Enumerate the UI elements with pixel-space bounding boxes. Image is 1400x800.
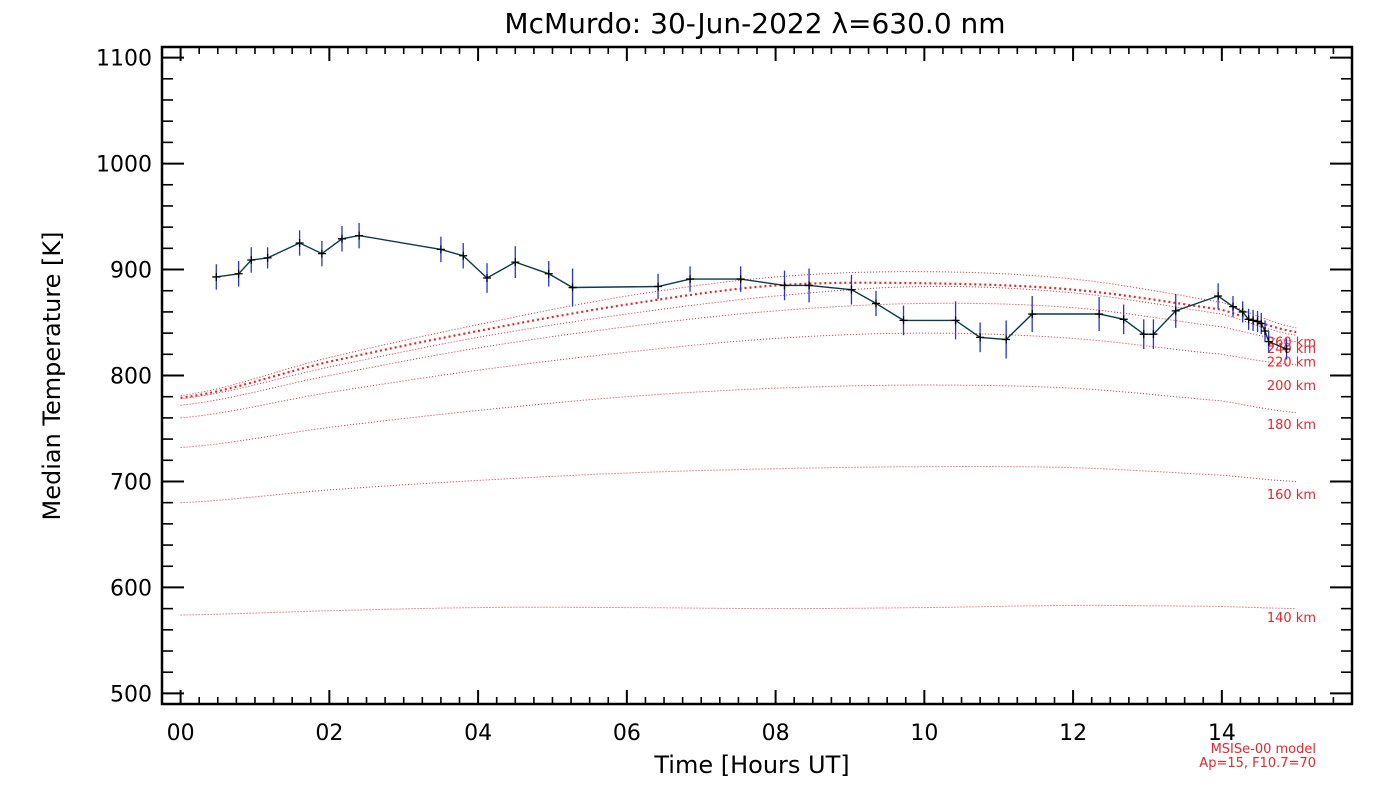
data-point (234, 269, 243, 278)
data-point (1238, 307, 1247, 316)
model-curve-label: 260 km (1267, 336, 1316, 351)
data-point (1149, 330, 1158, 339)
data-point (976, 333, 985, 342)
data-point (1095, 310, 1104, 319)
model-curve-label: 180 km (1267, 418, 1316, 433)
data-point (317, 249, 326, 258)
data-point (686, 275, 695, 284)
data-point (1214, 292, 1223, 301)
y-axis-label: Median Temperature [K] (38, 231, 66, 520)
model-curve (180, 281, 1297, 399)
model-curve (180, 271, 1297, 397)
data-series (212, 222, 1291, 360)
data-point (355, 231, 364, 240)
data-line (216, 234, 1287, 350)
data-point (872, 299, 880, 308)
data-point (295, 239, 304, 248)
x-tick-label: 14 (1208, 721, 1236, 746)
chart-title: McMurdo: 30-Jun-2022 λ=630.0 nm (504, 7, 1005, 40)
model-curve (180, 604, 1297, 616)
y-tick-label: 900 (110, 259, 152, 284)
data-point (1257, 319, 1266, 328)
data-point (736, 275, 745, 284)
data-point (212, 272, 221, 281)
axis-ticks: 00 02 04 06 08 10 12 14 500 600 700 800 900 1000 1100 (96, 47, 1353, 746)
data-point (483, 274, 492, 283)
data-point (1002, 335, 1011, 344)
y-tick-label: 600 (110, 576, 152, 601)
data-point (1253, 317, 1262, 326)
x-tick-label: 10 (910, 721, 938, 746)
data-point (805, 281, 814, 290)
data-point (436, 245, 445, 254)
data-point (847, 285, 856, 294)
data-point (1260, 326, 1269, 335)
x-tick-label: 02 (315, 721, 343, 746)
model-curve-label: 140 km (1267, 611, 1316, 626)
model-curve (180, 332, 1297, 419)
y-tick-label: 1000 (96, 153, 152, 178)
data-point (1264, 337, 1273, 346)
y-tick-label: 800 (110, 365, 152, 390)
data-point (511, 258, 520, 267)
data-point (1249, 316, 1258, 325)
data-point (1119, 315, 1128, 324)
model-note-line-2: Ap=15, F10.7=70 (1199, 756, 1316, 771)
data-point (459, 251, 468, 260)
data-point (544, 269, 553, 278)
model-curve (180, 466, 1297, 504)
model-curve (180, 285, 1297, 400)
data-point (1229, 302, 1237, 311)
x-tick-label: 08 (762, 721, 790, 746)
data-point (1282, 345, 1291, 354)
model-curve-label: 200 km (1267, 379, 1316, 394)
x-axis-label: Time [Hours UT] (653, 751, 849, 779)
y-tick-label: 500 (110, 682, 152, 707)
model-curve-label: 160 km (1267, 488, 1316, 503)
y-tick-label: 700 (110, 470, 152, 495)
data-point (568, 283, 577, 292)
model-note-line-1: MSISe-00 model (1211, 742, 1316, 757)
data-point (1171, 306, 1180, 315)
data-point (1028, 310, 1037, 319)
x-tick-label: 12 (1059, 721, 1087, 746)
model-curve-label: 220 km (1267, 356, 1316, 371)
data-point (337, 234, 346, 243)
data-point (1139, 330, 1148, 339)
x-tick-label: 06 (613, 721, 641, 746)
x-tick-label: 00 (167, 721, 195, 746)
data-point (654, 282, 663, 291)
data-point (899, 316, 908, 325)
data-point (263, 253, 272, 262)
data-point (1244, 315, 1253, 324)
data-point (780, 281, 789, 290)
model-curve (180, 384, 1297, 449)
data-point (951, 316, 960, 325)
x-tick-label: 04 (464, 721, 492, 746)
y-tick-label: 1100 (96, 47, 152, 72)
data-point (247, 255, 256, 264)
